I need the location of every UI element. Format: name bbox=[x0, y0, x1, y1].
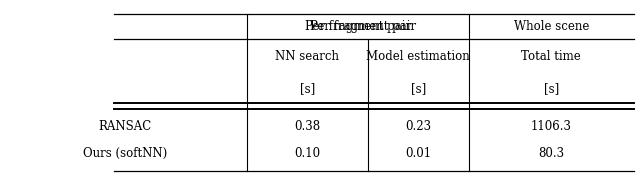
Text: Model estimation: Model estimation bbox=[366, 50, 470, 63]
Text: 0.23: 0.23 bbox=[405, 120, 431, 133]
Text: [s]: [s] bbox=[411, 82, 426, 95]
Text: 80.3: 80.3 bbox=[538, 147, 564, 160]
Text: Per fragment pair: Per fragment pair bbox=[310, 20, 416, 33]
Text: 0.01: 0.01 bbox=[405, 147, 431, 160]
Text: 0.10: 0.10 bbox=[294, 147, 321, 160]
Text: Ours (softNN): Ours (softNN) bbox=[83, 147, 167, 160]
Text: Total time: Total time bbox=[522, 50, 581, 63]
Text: 1106.3: 1106.3 bbox=[531, 120, 572, 133]
Text: [s]: [s] bbox=[543, 82, 559, 95]
Text: 0.38: 0.38 bbox=[294, 120, 321, 133]
Text: RANSAC: RANSAC bbox=[99, 120, 152, 133]
Text: [s]: [s] bbox=[300, 82, 315, 95]
Text: NN search: NN search bbox=[275, 50, 339, 63]
Text: Whole scene: Whole scene bbox=[513, 20, 589, 33]
Text: Per fragment pair: Per fragment pair bbox=[305, 20, 411, 33]
